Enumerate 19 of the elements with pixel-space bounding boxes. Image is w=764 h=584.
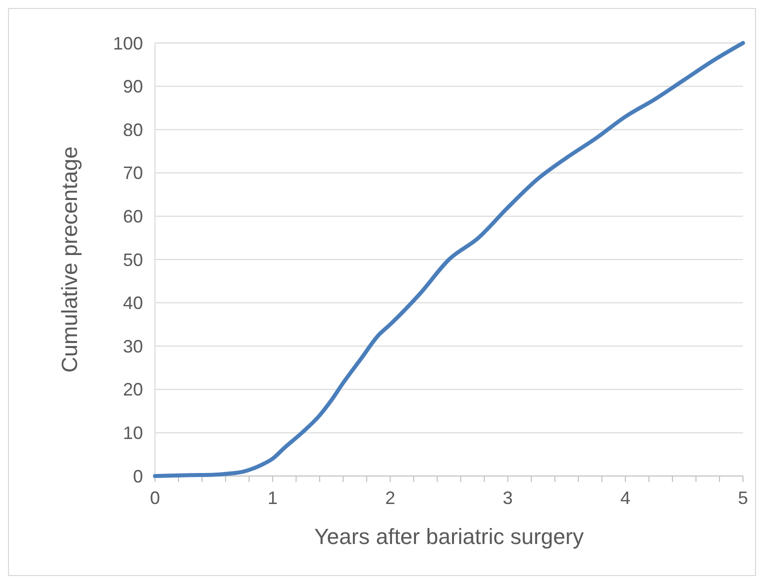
y-tick-label: 60 xyxy=(122,206,143,226)
y-tick-label: 20 xyxy=(122,380,143,400)
x-axis-title: Years after bariatric surgery xyxy=(314,524,584,549)
y-tick-label: 80 xyxy=(122,120,143,140)
y-tick-label: 50 xyxy=(122,250,143,270)
x-tick-label: 1 xyxy=(268,488,278,508)
x-tick-label: 0 xyxy=(150,488,160,508)
x-tick-label: 2 xyxy=(385,488,396,508)
x-tick-label: 3 xyxy=(502,488,513,508)
y-tick-label: 0 xyxy=(132,466,143,486)
y-tick-label: 100 xyxy=(112,33,143,54)
x-tick-label: 4 xyxy=(620,488,630,508)
y-axis-title: Cumulative precentage xyxy=(57,146,82,373)
y-tick-label: 90 xyxy=(122,76,143,97)
y-tick-label: 40 xyxy=(122,293,143,314)
y-tick-label: 30 xyxy=(122,336,143,356)
x-tick-label: 5 xyxy=(738,488,748,508)
y-tick-label: 10 xyxy=(122,423,143,443)
y-tick-label: 70 xyxy=(122,163,143,184)
